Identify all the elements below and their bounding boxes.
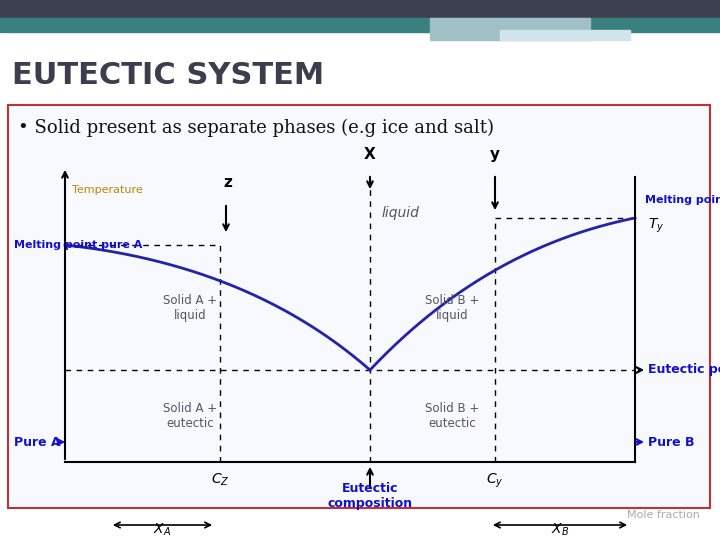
- Text: Pure B: Pure B: [648, 435, 695, 449]
- Text: Solid B +
eutectic: Solid B + eutectic: [426, 402, 480, 430]
- Text: $T_y$: $T_y$: [648, 217, 665, 235]
- Text: $C_y$: $C_y$: [486, 472, 504, 490]
- Text: Solid A +
liquid: Solid A + liquid: [163, 294, 217, 321]
- Text: • Solid present as separate phases (e.g ice and salt): • Solid present as separate phases (e.g …: [18, 119, 494, 137]
- Bar: [430, 18, 590, 40]
- Text: $C_Z$: $C_Z$: [211, 472, 229, 488]
- Text: Solid B +
liquid: Solid B + liquid: [426, 294, 480, 321]
- Text: Solid A +
eutectic: Solid A + eutectic: [163, 402, 217, 430]
- Text: Eutectic
composition: Eutectic composition: [328, 482, 413, 510]
- Text: Melting point pure A: Melting point pure A: [14, 240, 143, 250]
- Text: Temperature: Temperature: [72, 185, 143, 195]
- Text: z: z: [224, 175, 233, 190]
- Bar: [8, 105, 710, 508]
- Text: Mole fraction: Mole fraction: [627, 510, 700, 520]
- Text: $X_A$: $X_A$: [153, 522, 171, 538]
- Text: X: X: [364, 147, 376, 162]
- Text: Melting point pure B: Melting point pure B: [645, 195, 720, 205]
- Text: Eutectic point: Eutectic point: [648, 363, 720, 376]
- Bar: [500, 30, 630, 40]
- Bar: [0, 18, 720, 32]
- Text: y: y: [490, 147, 500, 162]
- Text: liquid: liquid: [382, 206, 420, 220]
- Text: EUTECTIC SYSTEM: EUTECTIC SYSTEM: [12, 60, 324, 90]
- Text: Pure A: Pure A: [14, 435, 60, 449]
- Text: $X_B$: $X_B$: [551, 522, 569, 538]
- Bar: [0, 0, 720, 18]
